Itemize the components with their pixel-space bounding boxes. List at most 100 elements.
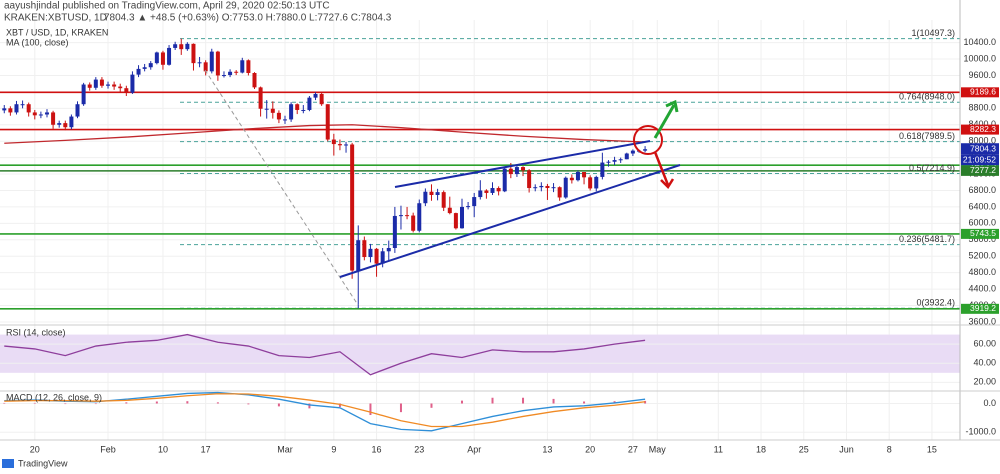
candle-body: [484, 190, 489, 193]
candle-body: [502, 168, 507, 192]
y-tick-label: 8000.0: [968, 136, 996, 146]
candle-body: [392, 215, 397, 248]
candle-body: [508, 168, 513, 175]
candle-body: [527, 170, 532, 189]
candle-body: [441, 192, 446, 208]
candle-body: [167, 47, 172, 65]
macd-histogram-bar: [338, 403, 341, 407]
level-tag: [961, 124, 999, 135]
candle-body: [618, 159, 623, 161]
x-tick-label: 23: [414, 444, 424, 454]
candle-body: [600, 162, 605, 177]
candle-body: [307, 97, 312, 110]
candle-body: [215, 51, 220, 76]
candle-body: [344, 144, 349, 146]
level-tag-label: 5743.5: [970, 228, 996, 238]
candle-body: [563, 177, 568, 198]
x-tick-label: 17: [201, 444, 211, 454]
candle-body: [386, 248, 391, 252]
legend-ma: MA (100, close): [6, 37, 69, 47]
macd-histogram-bar: [125, 402, 128, 404]
candle-body: [539, 185, 544, 188]
fib-label: 0.618(7989.5): [899, 131, 955, 141]
candle-body: [624, 153, 629, 160]
y-tick-label: 8400.0: [968, 119, 996, 129]
candle-body: [362, 240, 367, 258]
candle-body: [289, 104, 294, 120]
candle-body: [51, 112, 56, 125]
candle-body: [221, 75, 226, 77]
candle-body: [490, 188, 495, 193]
candle-body: [148, 63, 153, 68]
x-tick-label: 16: [372, 444, 382, 454]
x-tick-label: 20: [30, 444, 40, 454]
candle-body: [533, 187, 538, 189]
candle-body: [106, 84, 111, 86]
macd-title: MACD (12, 26, close, 9): [6, 392, 102, 402]
rsi-title: RSI (14, close): [6, 327, 66, 337]
x-tick-label: 13: [542, 444, 552, 454]
candle-body: [93, 79, 98, 88]
candle-body: [545, 185, 550, 189]
macd-line: [4, 393, 646, 428]
fib-label: 0.764(8948.0): [899, 92, 955, 102]
fib-label: 0.236(5481.7): [899, 234, 955, 244]
x-tick-label: Feb: [100, 444, 116, 454]
x-tick-label: 8: [887, 444, 892, 454]
level-tag-label: 9189.6: [970, 87, 996, 97]
countdown-tag: [961, 154, 999, 166]
candle-body: [26, 104, 31, 113]
candle-body: [283, 119, 288, 121]
candle-body: [478, 190, 483, 198]
footer: TradingView: [18, 458, 68, 468]
highlight-circle: [633, 125, 663, 155]
x-tick-label: 25: [799, 444, 809, 454]
candle-body: [112, 84, 117, 87]
macd-histogram-bar: [94, 403, 97, 405]
candle-body: [435, 192, 440, 196]
candle-body: [264, 108, 269, 110]
y-tick-label: 5200.0: [968, 251, 996, 261]
candle-body: [319, 93, 324, 105]
level-tag: [961, 87, 999, 98]
fib-label: 1(10497.3): [911, 28, 955, 38]
candle-body: [411, 215, 416, 231]
candle-body: [514, 167, 519, 175]
candle-body: [179, 44, 184, 50]
y-tick-label: 6000.0: [968, 218, 996, 228]
rsi-band: [0, 334, 960, 373]
candle-body: [374, 248, 379, 264]
candle-body: [472, 197, 477, 207]
candle-body: [575, 172, 580, 181]
candle-body: [87, 84, 92, 88]
candle-body: [2, 108, 7, 111]
upper-trendline: [394, 140, 651, 188]
candle-body: [136, 68, 141, 75]
candle-body: [209, 51, 214, 72]
candle-body: [569, 177, 574, 181]
fib-label: 0(3932.4): [916, 298, 955, 308]
candle-body: [551, 187, 556, 189]
macd-histogram-bar: [155, 401, 158, 404]
candle-body: [69, 116, 74, 128]
candle-body: [246, 60, 251, 73]
candle-body: [417, 203, 422, 231]
legend-symbol: XBT / USD, 1D, KRAKEN: [6, 27, 108, 37]
fib-diagonal: [204, 69, 359, 306]
y-tick-label: 6400.0: [968, 201, 996, 211]
candle-body: [301, 109, 306, 111]
down-arrow: [653, 151, 675, 189]
macd-histogram-bar: [247, 403, 250, 405]
candle-body: [38, 114, 43, 116]
macd-histogram-bar: [277, 403, 280, 407]
candle-body: [453, 213, 458, 229]
candle-body: [270, 108, 275, 113]
macd-histogram-bar: [430, 403, 433, 408]
macd-histogram-bar: [522, 397, 525, 404]
macd-histogram-bar: [216, 402, 219, 404]
candle-body: [160, 52, 165, 65]
macd-histogram-bar: [399, 403, 402, 413]
price-tag: [961, 143, 999, 155]
macd-histogram-bar: [460, 400, 463, 404]
x-tick-label: Mar: [277, 444, 293, 454]
